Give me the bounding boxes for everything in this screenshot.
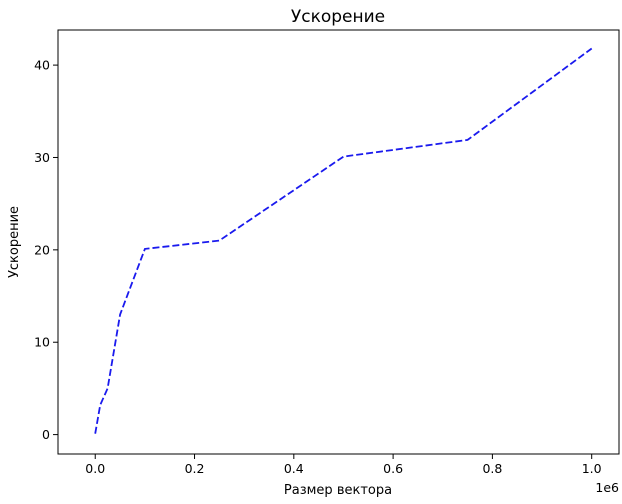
x-tick-label: 0.6 (383, 461, 403, 476)
y-axis: 0 10 20 30 40 (34, 58, 58, 442)
x-axis: 0.0 0.2 0.4 0.6 0.8 1.0 (85, 454, 602, 476)
chart-title: Ускорение (291, 7, 385, 27)
y-axis-label: Ускорение (7, 206, 22, 278)
x-offset-label: 1e6 (595, 480, 619, 495)
x-tick-label: 1.0 (582, 461, 602, 476)
x-tick-label: 0.2 (185, 461, 205, 476)
x-axis-label: Размер вектора (284, 483, 392, 498)
plot-frame (57, 29, 620, 455)
x-tick-label: 0.0 (85, 461, 105, 476)
y-tick-label: 0 (42, 427, 50, 442)
x-tick-label: 0.4 (284, 461, 304, 476)
series-layer (94, 47, 593, 434)
x-tick-label: 0.8 (482, 461, 502, 476)
y-tick-label: 20 (34, 242, 50, 257)
y-tick-label: 40 (34, 58, 50, 73)
series-line (94, 47, 593, 434)
y-tick-label: 10 (34, 335, 50, 350)
y-tick-label: 30 (34, 150, 50, 165)
